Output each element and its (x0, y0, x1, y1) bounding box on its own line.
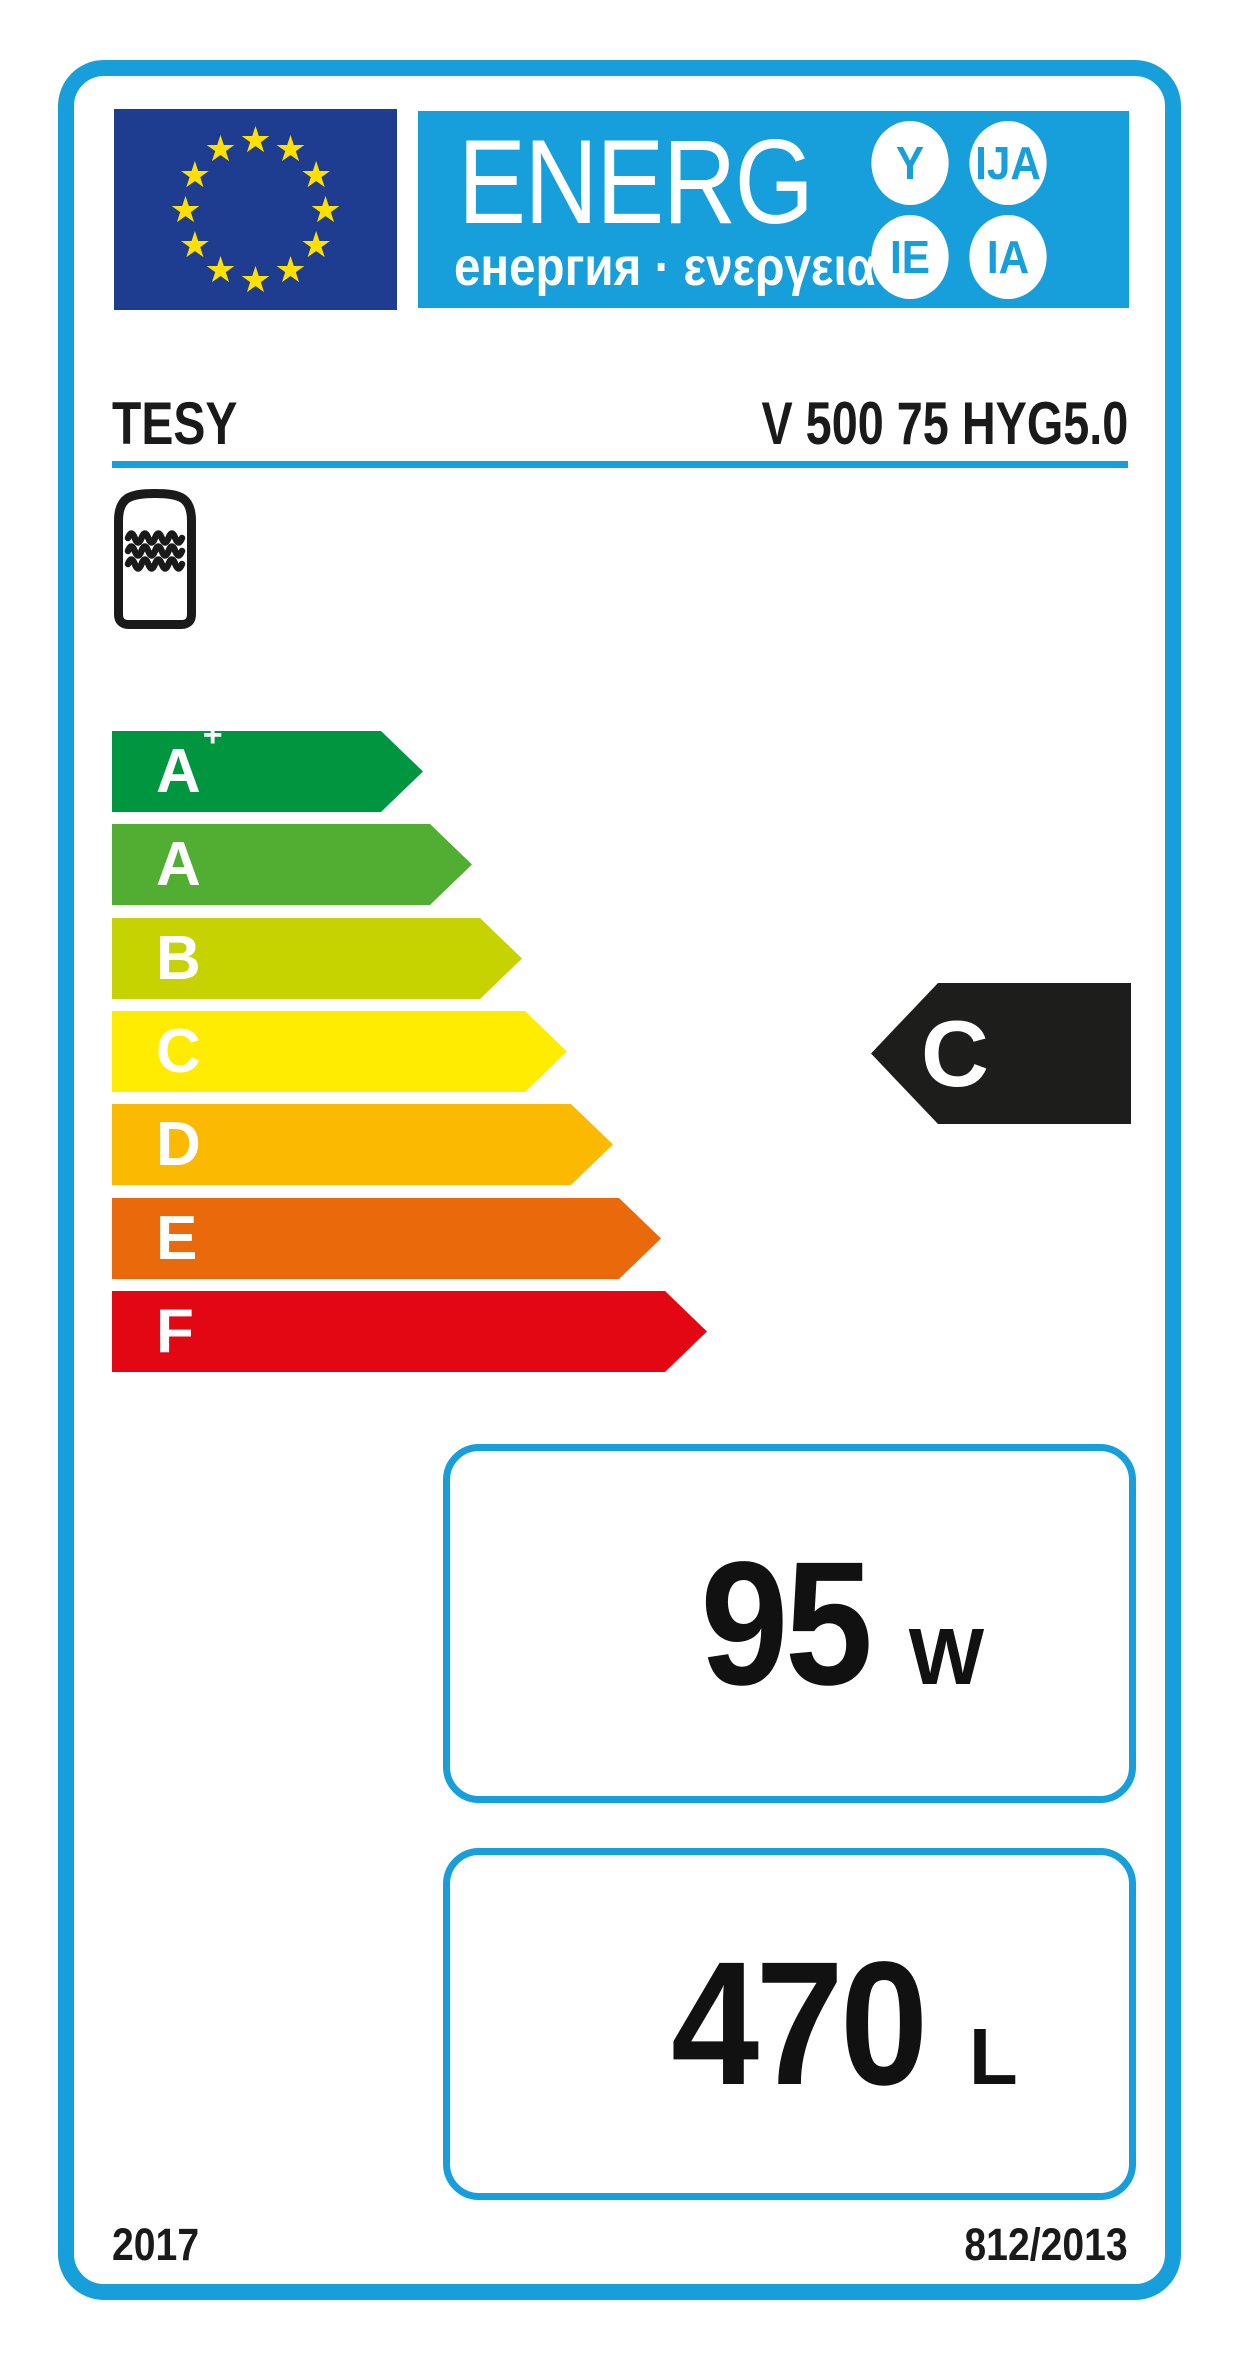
class-letter: C (156, 1016, 201, 1086)
class-letter: D (156, 1109, 201, 1179)
scale-bar-c: C (112, 1011, 567, 1092)
scale-bar-b: B (112, 918, 522, 999)
standing-loss-value: 95 (700, 1525, 873, 1722)
label-year: 2017 (112, 2219, 200, 2270)
model-identifier: V 500 75 HYG5.0 (761, 390, 1128, 457)
class-letter: F (156, 1296, 194, 1366)
header-divider (112, 461, 1128, 468)
suffix-text: IJA (975, 137, 1041, 189)
water-storage-tank-icon (114, 489, 196, 629)
eu-star-icon: ★ (309, 188, 342, 230)
watts-unit: W (908, 1611, 985, 1701)
supplier-name: TESY (112, 390, 238, 457)
current-class-letter: C (921, 1000, 989, 1106)
eu-flag-icon: ★ ★ ★ ★ ★ ★ ★ ★ ★ ★ ★ ★ (114, 109, 397, 310)
litres-unit: L (968, 2012, 1018, 2101)
eu-star-icon: ★ (274, 127, 307, 169)
storage-volume-box: 470 L (443, 1848, 1136, 2200)
header-banner: ENERG енергия · ενεργεια Y IJA IE IA (418, 111, 1129, 308)
standing-loss-value-row: 95 W (691, 1536, 984, 1712)
eu-star-icon: ★ (204, 127, 237, 169)
eu-star-icon: ★ (169, 188, 202, 230)
eu-star-icon: ★ (299, 153, 333, 195)
class-letter: E (156, 1203, 198, 1273)
storage-volume-value-row: 470 L (657, 1926, 1018, 2122)
language-suffix-circle-y: Y (871, 121, 949, 205)
energ-wordmark: ENERG (458, 115, 814, 249)
eu-star-icon: ★ (299, 223, 333, 265)
energ-subtitle: енергия · ενεργεια (454, 237, 876, 297)
eu-star-icon: ★ (178, 223, 212, 265)
scale-bar-d: D (112, 1104, 613, 1185)
storage-volume-value: 470 (671, 1926, 928, 2122)
eu-star-icon: ★ (178, 153, 212, 195)
class-letter: A (156, 829, 201, 899)
eu-star-icon: ★ (239, 118, 272, 160)
class-letter: A+ (156, 715, 223, 806)
class-letter: B (156, 923, 201, 993)
eu-star-icon: ★ (239, 258, 272, 300)
eu-star-icon: ★ (274, 249, 307, 291)
scale-bar-a-plus: A+ (112, 731, 423, 812)
scale-bar-e: E (112, 1198, 661, 1279)
suffix-text: IE (890, 231, 930, 283)
standing-loss-box: 95 W (443, 1444, 1136, 1803)
scale-bar-f: F (112, 1291, 707, 1372)
suffix-text: Y (895, 137, 925, 189)
regulation-number: 812/2013 (964, 2219, 1128, 2270)
eu-star-icon: ★ (204, 249, 237, 291)
language-suffix-circle-ia: IA (969, 215, 1047, 299)
scale-bar-a: A (112, 824, 472, 905)
language-suffix-circle-ija: IJA (969, 121, 1047, 205)
language-suffix-circle-ie: IE (871, 215, 949, 299)
suffix-text: IA (986, 231, 1030, 283)
